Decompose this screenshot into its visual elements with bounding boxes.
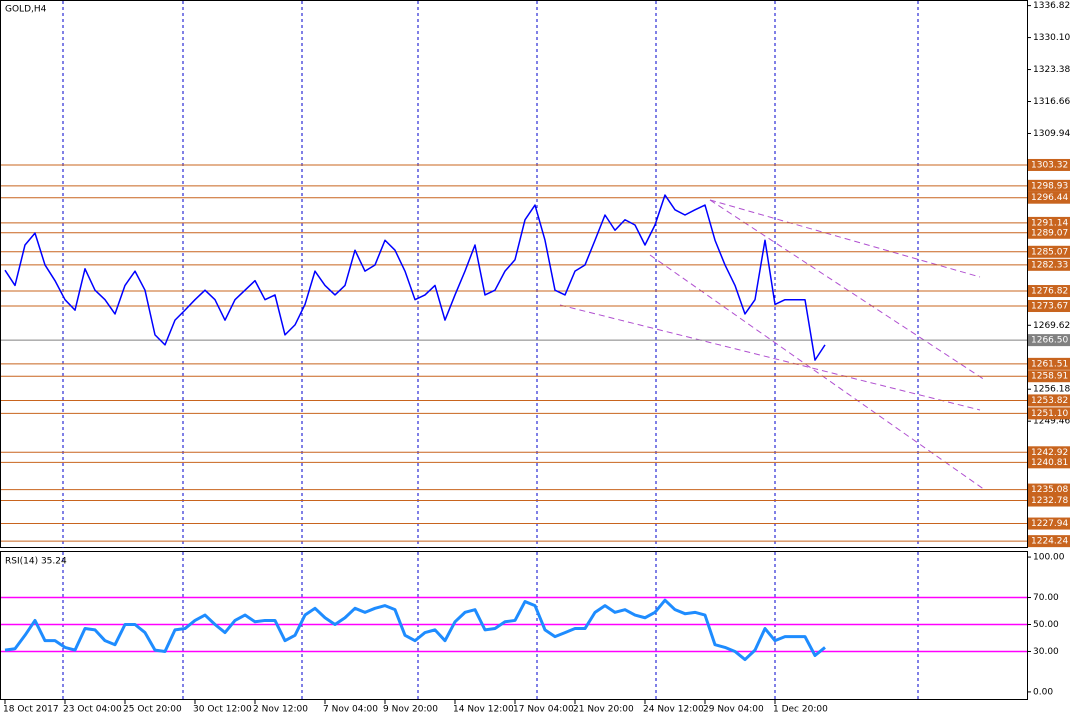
level-box — [1028, 226, 1070, 239]
series-line — [4, 194, 826, 361]
y-tick-label: 100.00 — [1033, 553, 1065, 563]
x-tick-label: 25 Oct 20:00 — [123, 705, 182, 715]
x-tick-label: 18 Oct 2017 — [3, 705, 59, 715]
level-box — [1028, 216, 1070, 229]
level-label: 1258.91 — [1031, 372, 1068, 382]
chart-title: GOLD,H4 — [5, 5, 47, 15]
y-tick-label: 30.00 — [1033, 647, 1059, 657]
x-tick-label: 7 Nov 04:00 — [323, 705, 378, 715]
level-box — [1028, 285, 1070, 298]
trend-line — [649, 254, 986, 491]
level-label: 1296.44 — [1031, 193, 1068, 203]
level-label: 1227.94 — [1031, 519, 1068, 529]
level-box — [1028, 258, 1070, 271]
y-tick-label: 1249.46 — [1033, 417, 1070, 427]
x-tick-label: 21 Nov 20:00 — [573, 705, 634, 715]
level-box — [1028, 456, 1070, 469]
x-tick-label: 14 Nov 12:00 — [453, 705, 514, 715]
y-tick-label: 1323.38 — [1033, 65, 1070, 75]
level-label: 1242.92 — [1031, 448, 1068, 458]
y-tick-label: 1256.18 — [1033, 385, 1070, 395]
level-label: 1285.07 — [1031, 247, 1068, 257]
current-price-box — [1028, 334, 1070, 347]
x-tick-label: 29 Nov 04:00 — [703, 705, 764, 715]
level-box — [1028, 370, 1070, 383]
x-tick-label: 24 Nov 12:00 — [643, 705, 704, 715]
price-panel-frame — [0, 0, 1028, 548]
y-tick-label: 0.00 — [1033, 687, 1053, 697]
level-label: 1240.81 — [1031, 458, 1068, 468]
rsi-panel-frame — [0, 551, 1028, 700]
level-label: 1253.82 — [1031, 396, 1068, 406]
level-box — [1028, 158, 1070, 171]
x-tick-label: 23 Oct 04:00 — [63, 705, 122, 715]
rsi-title: RSI(14) 35.24 — [5, 557, 67, 567]
level-box — [1028, 357, 1070, 370]
level-box — [1028, 407, 1070, 420]
level-box — [1028, 191, 1070, 204]
trend-line — [709, 199, 986, 381]
level-label: 1282.33 — [1031, 260, 1068, 270]
level-label: 1232.78 — [1031, 496, 1068, 506]
y-tick-label: 1336.82 — [1033, 1, 1070, 11]
series-line — [4, 598, 826, 662]
current-price-label: 1266.50 — [1031, 336, 1068, 346]
level-box — [1028, 394, 1070, 407]
trend-line — [559, 304, 981, 411]
level-box — [1028, 535, 1070, 548]
level-label: 1224.24 — [1031, 537, 1068, 547]
level-label: 1291.14 — [1031, 218, 1068, 228]
level-label: 1289.07 — [1031, 228, 1068, 238]
y-tick-label: 1316.66 — [1033, 97, 1070, 107]
level-label: 1273.67 — [1031, 302, 1068, 312]
level-label: 1261.51 — [1031, 359, 1068, 369]
y-tick-label: 70.00 — [1033, 593, 1059, 603]
level-label: 1303.32 — [1031, 160, 1068, 170]
level-box — [1028, 300, 1070, 313]
x-tick-label: 1 Dec 20:00 — [773, 705, 828, 715]
x-tick-label: 9 Nov 20:00 — [383, 705, 438, 715]
y-tick-label: 1269.62 — [1033, 321, 1070, 331]
level-box — [1028, 483, 1070, 496]
level-label: 1251.10 — [1031, 409, 1068, 419]
level-label: 1235.08 — [1031, 485, 1068, 495]
y-tick-label: 1330.10 — [1033, 33, 1070, 43]
x-tick-label: 17 Nov 04:00 — [513, 705, 574, 715]
y-tick-label: 1309.94 — [1033, 129, 1070, 139]
x-tick-label: 2 Nov 12:00 — [253, 705, 308, 715]
x-tick-label: 30 Oct 12:00 — [193, 705, 252, 715]
trend-line — [709, 199, 981, 278]
level-label: 1298.93 — [1031, 181, 1068, 191]
trend-lines — [559, 199, 986, 491]
level-box — [1028, 446, 1070, 459]
level-label: 1276.82 — [1031, 287, 1068, 297]
y-tick-label: 50.00 — [1033, 620, 1059, 630]
time-grid — [62, 1, 919, 700]
level-box — [1028, 494, 1070, 507]
level-box — [1028, 179, 1070, 192]
level-box — [1028, 517, 1070, 530]
level-box — [1028, 245, 1070, 258]
